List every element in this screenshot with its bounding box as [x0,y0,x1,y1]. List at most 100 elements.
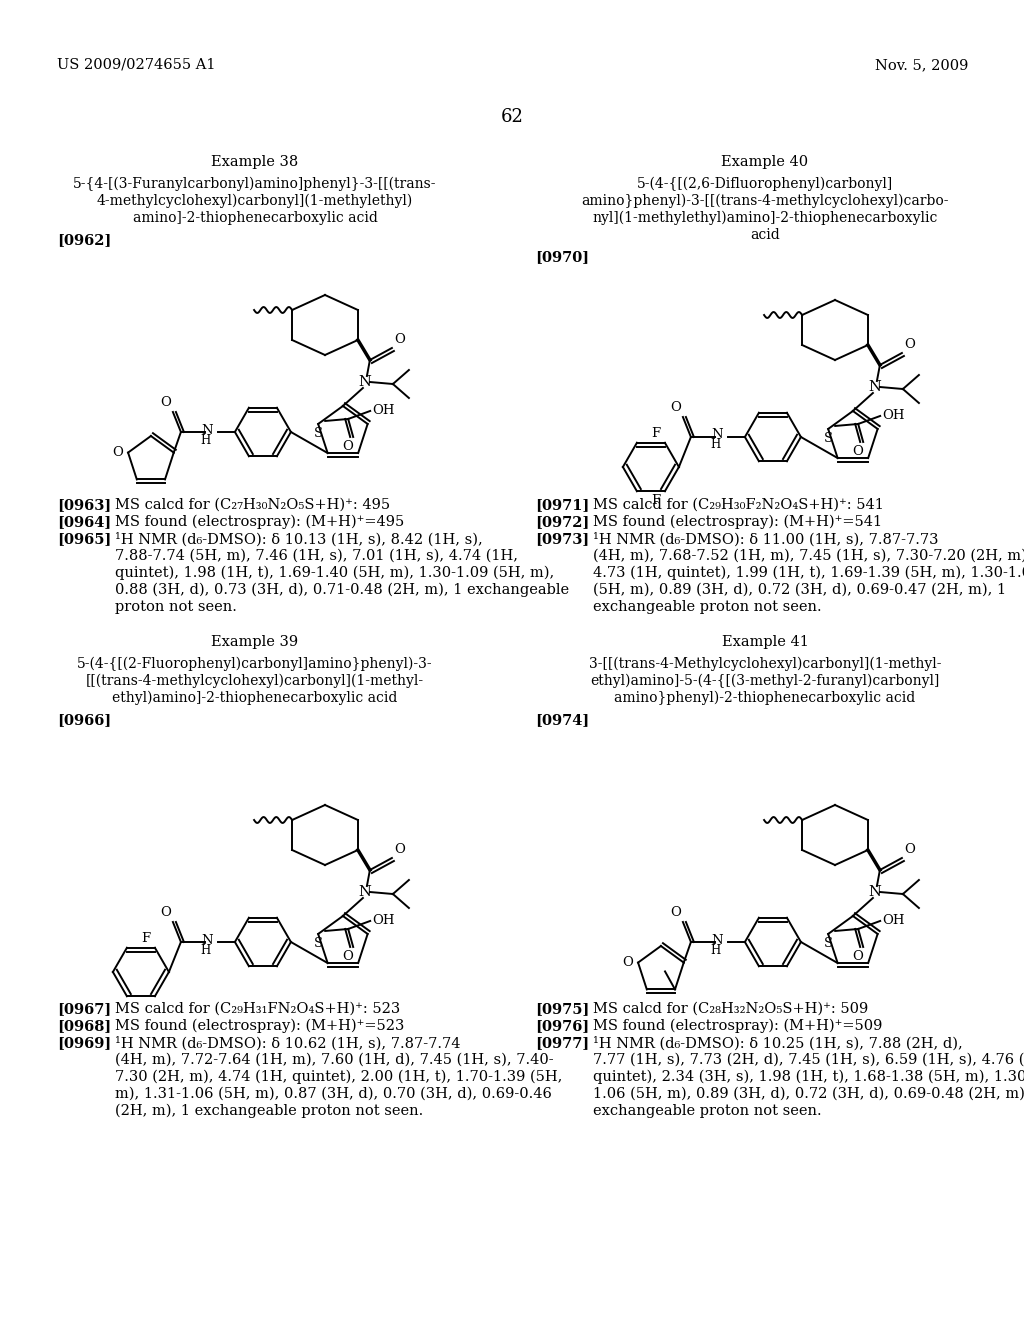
Text: O: O [394,843,404,855]
Text: [0977]: [0977] [535,1036,589,1049]
Text: N: N [358,884,372,899]
Text: O: O [343,440,353,453]
Text: F: F [140,932,150,945]
Text: H: H [711,438,721,451]
Text: H: H [711,944,721,957]
Text: nyl](1-methylethyl)amino]-2-thiophenecarboxylic: nyl](1-methylethyl)amino]-2-thiophenecar… [592,211,938,226]
Text: 4-methylcyclohexyl)carbonyl](1-methylethyl): 4-methylcyclohexyl)carbonyl](1-methyleth… [97,194,413,209]
Text: [0965]: [0965] [57,532,112,546]
Text: 62: 62 [501,108,523,125]
Text: 5-(4-{[(2,6-Difluorophenyl)carbonyl]: 5-(4-{[(2,6-Difluorophenyl)carbonyl] [637,177,893,191]
Text: 5-{4-[(3-Furanylcarbonyl)amino]phenyl}-3-[[(trans-: 5-{4-[(3-Furanylcarbonyl)amino]phenyl}-3… [74,177,437,191]
Text: Example 39: Example 39 [211,635,299,649]
Text: O: O [113,446,123,459]
Text: [0974]: [0974] [535,713,589,727]
Text: [0967]: [0967] [57,1002,112,1016]
Text: ¹H NMR (d₆-DMSO): δ 10.62 (1H, s), 7.87-7.74: ¹H NMR (d₆-DMSO): δ 10.62 (1H, s), 7.87-… [115,1036,461,1051]
Text: H: H [201,944,211,957]
Text: quintet), 2.34 (3H, s), 1.98 (1H, t), 1.68-1.38 (5H, m), 1.30-: quintet), 2.34 (3H, s), 1.98 (1H, t), 1.… [593,1071,1024,1085]
Text: [0968]: [0968] [57,1019,112,1034]
Text: (2H, m), 1 exchangeable proton not seen.: (2H, m), 1 exchangeable proton not seen. [115,1104,423,1118]
Text: O: O [904,843,914,855]
Text: [0966]: [0966] [57,713,112,727]
Text: ¹H NMR (d₆-DMSO): δ 11.00 (1H, s), 7.87-7.73: ¹H NMR (d₆-DMSO): δ 11.00 (1H, s), 7.87-… [593,532,939,546]
Text: Example 40: Example 40 [722,154,809,169]
Text: 7.30 (2H, m), 4.74 (1H, quintet), 2.00 (1H, t), 1.70-1.39 (5H,: 7.30 (2H, m), 4.74 (1H, quintet), 2.00 (… [115,1071,562,1085]
Text: Example 41: Example 41 [722,635,808,649]
Text: MS found (electrospray): (M+H)⁺=541: MS found (electrospray): (M+H)⁺=541 [593,515,882,529]
Text: 3-[[(trans-4-Methylcyclohexyl)carbonyl](1-methyl-: 3-[[(trans-4-Methylcyclohexyl)carbonyl](… [589,657,941,672]
Text: (4H, m), 7.68-7.52 (1H, m), 7.45 (1H, s), 7.30-7.20 (2H, m),: (4H, m), 7.68-7.52 (1H, m), 7.45 (1H, s)… [593,549,1024,564]
Text: O: O [853,445,863,458]
Text: H: H [201,433,211,446]
Text: O: O [394,333,404,346]
Text: 0.88 (3H, d), 0.73 (3H, d), 0.71-0.48 (2H, m), 1 exchangeable: 0.88 (3H, d), 0.73 (3H, d), 0.71-0.48 (2… [115,583,569,598]
Text: O: O [160,396,171,409]
Text: US 2009/0274655 A1: US 2009/0274655 A1 [57,58,215,73]
Text: [0972]: [0972] [535,515,590,529]
Text: ethyl)amino]-5-(4-{[(3-methyl-2-furanyl)carbonyl]: ethyl)amino]-5-(4-{[(3-methyl-2-furanyl)… [590,675,940,689]
Text: S: S [313,426,323,440]
Text: ¹H NMR (d₆-DMSO): δ 10.13 (1H, s), 8.42 (1H, s),: ¹H NMR (d₆-DMSO): δ 10.13 (1H, s), 8.42 … [115,532,482,546]
Text: [0975]: [0975] [535,1002,590,1016]
Text: MS calcd for (C₂₈H₃₂N₂O₅S+H)⁺: 509: MS calcd for (C₂₈H₃₂N₂O₅S+H)⁺: 509 [593,1002,868,1016]
Text: m), 1.31-1.06 (5H, m), 0.87 (3H, d), 0.70 (3H, d), 0.69-0.46: m), 1.31-1.06 (5H, m), 0.87 (3H, d), 0.7… [115,1086,552,1101]
Text: O: O [904,338,914,351]
Text: O: O [853,950,863,964]
Text: S: S [313,937,323,950]
Text: amino}phenyl)-2-thiophenecarboxylic acid: amino}phenyl)-2-thiophenecarboxylic acid [614,690,915,705]
Text: [0969]: [0969] [57,1036,112,1049]
Text: MS found (electrospray): (M+H)⁺=523: MS found (electrospray): (M+H)⁺=523 [115,1019,404,1034]
Text: exchangeable proton not seen.: exchangeable proton not seen. [593,1104,821,1118]
Text: [0964]: [0964] [57,515,112,529]
Text: O: O [670,401,681,414]
Text: amino]-2-thiophenecarboxylic acid: amino]-2-thiophenecarboxylic acid [132,211,378,224]
Text: N: N [202,933,213,946]
Text: OH: OH [883,915,904,928]
Text: N: N [358,375,372,389]
Text: F: F [651,494,659,507]
Text: OH: OH [372,915,394,928]
Text: [0971]: [0971] [535,498,590,512]
Text: [0962]: [0962] [57,234,112,247]
Text: (4H, m), 7.72-7.64 (1H, m), 7.60 (1H, d), 7.45 (1H, s), 7.40-: (4H, m), 7.72-7.64 (1H, m), 7.60 (1H, d)… [115,1053,554,1067]
Text: MS calcd for (C₂₇H₃₀N₂O₅S+H)⁺: 495: MS calcd for (C₂₇H₃₀N₂O₅S+H)⁺: 495 [115,498,390,512]
Text: O: O [160,906,171,919]
Text: 4.73 (1H, quintet), 1.99 (1H, t), 1.69-1.39 (5H, m), 1.30-1.06: 4.73 (1H, quintet), 1.99 (1H, t), 1.69-1… [593,566,1024,581]
Text: [0963]: [0963] [57,498,112,512]
Text: MS calcd for (C₂₉H₃₀F₂N₂O₄S+H)⁺: 541: MS calcd for (C₂₉H₃₀F₂N₂O₄S+H)⁺: 541 [593,498,884,512]
Text: amino}phenyl)-3-[[(trans-4-methylcyclohexyl)carbo-: amino}phenyl)-3-[[(trans-4-methylcyclohe… [582,194,949,209]
Text: 1.06 (5H, m), 0.89 (3H, d), 0.72 (3H, d), 0.69-0.48 (2H, m), 1: 1.06 (5H, m), 0.89 (3H, d), 0.72 (3H, d)… [593,1086,1024,1101]
Text: 7.77 (1H, s), 7.73 (2H, d), 7.45 (1H, s), 6.59 (1H, s), 4.76 (1H,: 7.77 (1H, s), 7.73 (2H, d), 7.45 (1H, s)… [593,1053,1024,1067]
Text: ¹H NMR (d₆-DMSO): δ 10.25 (1H, s), 7.88 (2H, d),: ¹H NMR (d₆-DMSO): δ 10.25 (1H, s), 7.88 … [593,1036,963,1051]
Text: N: N [868,380,882,393]
Text: MS found (electrospray): (M+H)⁺=509: MS found (electrospray): (M+H)⁺=509 [593,1019,883,1034]
Text: MS calcd for (C₂₉H₃₁FN₂O₄S+H)⁺: 523: MS calcd for (C₂₉H₃₁FN₂O₄S+H)⁺: 523 [115,1002,400,1016]
Text: exchangeable proton not seen.: exchangeable proton not seen. [593,601,821,614]
Text: [0970]: [0970] [535,249,589,264]
Text: N: N [868,884,882,899]
Text: OH: OH [372,404,394,417]
Text: 5-(4-{[(2-Fluorophenyl)carbonyl]amino}phenyl)-3-: 5-(4-{[(2-Fluorophenyl)carbonyl]amino}ph… [77,657,433,672]
Text: S: S [823,432,833,445]
Text: [0973]: [0973] [535,532,589,546]
Text: N: N [202,424,213,437]
Text: F: F [651,426,659,440]
Text: quintet), 1.98 (1H, t), 1.69-1.40 (5H, m), 1.30-1.09 (5H, m),: quintet), 1.98 (1H, t), 1.69-1.40 (5H, m… [115,566,554,581]
Text: N: N [712,429,723,441]
Text: [0976]: [0976] [535,1019,589,1034]
Text: S: S [823,937,833,950]
Text: proton not seen.: proton not seen. [115,601,237,614]
Text: N: N [712,933,723,946]
Text: acid: acid [751,228,780,242]
Text: O: O [670,906,681,919]
Text: O: O [623,956,633,969]
Text: O: O [343,950,353,964]
Text: (5H, m), 0.89 (3H, d), 0.72 (3H, d), 0.69-0.47 (2H, m), 1: (5H, m), 0.89 (3H, d), 0.72 (3H, d), 0.6… [593,583,1007,597]
Text: [[(trans-4-methylcyclohexyl)carbonyl](1-methyl-: [[(trans-4-methylcyclohexyl)carbonyl](1-… [86,675,424,689]
Text: MS found (electrospray): (M+H)⁺=495: MS found (electrospray): (M+H)⁺=495 [115,515,404,529]
Text: OH: OH [883,409,904,422]
Text: ethyl)amino]-2-thiophenecarboxylic acid: ethyl)amino]-2-thiophenecarboxylic acid [113,690,397,705]
Text: 7.88-7.74 (5H, m), 7.46 (1H, s), 7.01 (1H, s), 4.74 (1H,: 7.88-7.74 (5H, m), 7.46 (1H, s), 7.01 (1… [115,549,518,564]
Text: Example 38: Example 38 [211,154,299,169]
